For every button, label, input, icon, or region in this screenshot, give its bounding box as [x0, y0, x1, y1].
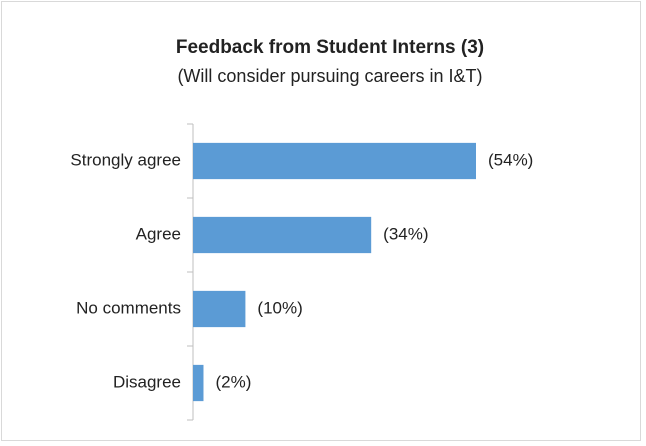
bar: [193, 216, 372, 254]
chart-subtitle: (Will consider pursuing careers in I&T): [177, 66, 482, 86]
bar: [193, 290, 246, 328]
data-label: (10%): [257, 298, 302, 317]
data-label: (54%): [488, 150, 533, 169]
chart-title: Feedback from Student Interns (3): [176, 37, 484, 58]
data-label: (34%): [383, 224, 428, 243]
bar: [193, 364, 204, 402]
y-tick-label: Disagree: [113, 372, 181, 391]
y-tick-label: Strongly agree: [70, 150, 181, 169]
y-tick-label: No comments: [76, 298, 181, 317]
y-tick-label: Agree: [136, 224, 181, 243]
data-label: (2%): [215, 372, 251, 391]
bar: [193, 142, 476, 180]
